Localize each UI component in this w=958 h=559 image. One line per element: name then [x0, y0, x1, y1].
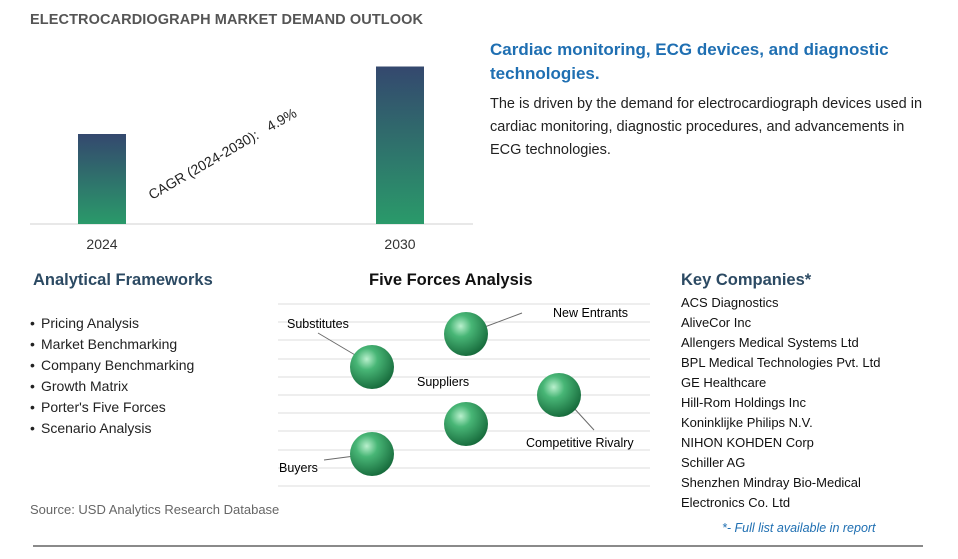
company-item: AliveCor Inc: [681, 315, 752, 330]
x-tick-label: 2030: [384, 236, 415, 252]
force-sphere-competitive-rivalry: [537, 373, 581, 417]
company-item: Schiller AG: [681, 455, 746, 470]
frameworks-heading: Analytical Frameworks: [33, 271, 213, 289]
company-item: NIHON KOHDEN Corp: [681, 435, 814, 450]
company-item: GE Healthcare: [681, 375, 767, 390]
force-sphere-buyers: [350, 432, 394, 476]
companies-list: ACS Diagnostics AliveCor Inc Allengers M…: [681, 293, 896, 513]
description: The is driven by the demand for electroc…: [490, 96, 923, 158]
force-label-buyers: Buyers: [279, 461, 318, 475]
five-forces-heading: Five Forces Analysis: [369, 271, 533, 289]
force-sphere-suppliers: [444, 402, 488, 446]
bar-2030: [376, 66, 424, 224]
company-item: Hill-Rom Holdings Inc: [681, 395, 806, 410]
list-item: Company Benchmarking: [30, 355, 194, 376]
bar-2024: [78, 134, 126, 224]
x-tick-label: 2024: [86, 236, 117, 252]
list-item: Market Benchmarking: [30, 334, 194, 355]
source-note: Source: USD Analytics Research Database: [30, 502, 280, 517]
list-item: Pricing Analysis: [30, 313, 194, 334]
list-item: Scenario Analysis: [30, 418, 194, 439]
force-label-suppliers: Suppliers: [417, 375, 469, 389]
companies-heading: Key Companies*: [681, 271, 812, 289]
list-item: Porter's Five Forces: [30, 397, 194, 418]
company-item: Koninklijke Philips N.V.: [681, 415, 813, 430]
force-sphere-new-entrants: [444, 312, 488, 356]
full-list-note: *- Full list available in report: [722, 521, 876, 535]
five-forces-diagram: Substitutes New Entrants Suppliers Compe…: [278, 303, 650, 487]
bar-chart: 2024 2030 CAGR (2024-2030): 4.9%: [30, 66, 473, 252]
company-item: Allengers Medical Systems Ltd: [681, 335, 859, 350]
page-title: ELECTROCARDIOGRAPH MARKET DEMAND OUTLOOK: [30, 12, 424, 28]
list-item: Growth Matrix: [30, 376, 194, 397]
force-label-substitutes: Substitutes: [287, 317, 349, 331]
frameworks-list: Pricing Analysis Market Benchmarking Com…: [30, 313, 194, 439]
company-item: ACS Diagnostics: [681, 295, 779, 310]
force-label-competitive-rivalry: Competitive Rivalry: [526, 436, 634, 450]
force-label-new-entrants: New Entrants: [553, 306, 628, 320]
force-sphere-substitutes: [350, 345, 394, 389]
company-item: Shenzhen Mindray Bio-Medical Electronics…: [681, 475, 861, 510]
bottom-divider: [33, 545, 923, 547]
headline: Cardiac monitoring, ECG devices, and dia…: [490, 40, 889, 83]
company-item: BPL Medical Technologies Pvt. Ltd: [681, 355, 881, 370]
